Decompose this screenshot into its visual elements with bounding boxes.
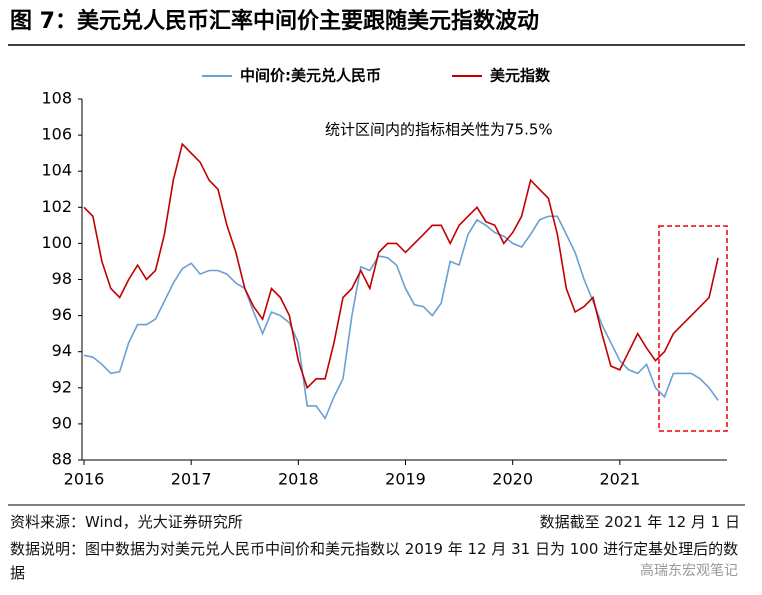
y-tick-label: 98 <box>52 269 72 288</box>
y-tick-label: 106 <box>41 125 72 144</box>
x-tick-label: 2020 <box>492 470 533 489</box>
y-tick-label: 94 <box>52 341 72 360</box>
y-tick-label: 88 <box>52 450 72 469</box>
x-tick-label: 2019 <box>385 470 426 489</box>
highlight-box <box>658 225 728 432</box>
y-tick-label: 90 <box>52 413 72 432</box>
y-tick-label: 104 <box>41 161 72 180</box>
legend-label: 中间价:美元兑人民币 <box>240 67 381 85</box>
line-series <box>83 142 719 390</box>
y-tick-label: 108 <box>41 89 72 108</box>
y-tick-label: 100 <box>41 233 72 252</box>
annotation: 统计区间内的指标相关性为75.5% <box>325 121 553 139</box>
note: 数据说明：图中数据为对美元兑人民币中间价和美元指数以 2019 年 12 月 3… <box>10 540 739 582</box>
data-cutoff: 数据截至 2021 年 12 月 1 日 <box>539 513 740 531</box>
y-tick-label: 102 <box>41 197 72 216</box>
y-tick-label: 92 <box>52 377 72 396</box>
legend-label: 美元指数 <box>490 67 551 85</box>
line-series <box>83 215 719 421</box>
x-tick-label: 2017 <box>171 470 212 489</box>
source: 资料来源：Wind，光大证券研究所 <box>10 513 243 531</box>
x-tick-label: 2021 <box>599 470 640 489</box>
x-tick-label: 2018 <box>278 470 319 489</box>
x-tick-label: 2016 <box>64 470 105 489</box>
y-tick-label: 96 <box>52 305 72 324</box>
watermark: 高瑞东宏观笔记 <box>640 560 738 580</box>
chart-title: 图 7：美元兑人民币汇率中间价主要跟随美元指数波动 <box>10 8 539 34</box>
